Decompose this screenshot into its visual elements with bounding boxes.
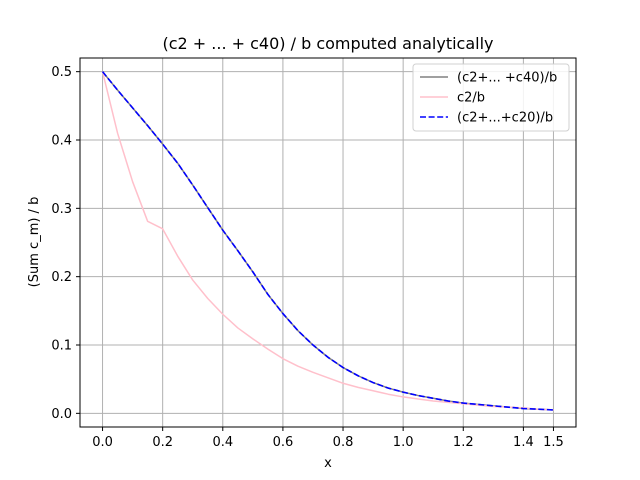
x-tick-label: 0.6 bbox=[273, 435, 294, 450]
legend: (c2+... +c40)/b c2/b (c2+...+c20)/b bbox=[412, 63, 570, 132]
legend-label: (c2+... +c40)/b bbox=[457, 71, 557, 86]
x-tick-label: 0.8 bbox=[333, 435, 354, 450]
y-tick-label: 0.0 bbox=[51, 407, 72, 422]
legend-label: c2/b bbox=[457, 91, 485, 106]
y-tick-label: 0.3 bbox=[51, 202, 72, 217]
y-axis-ticks: 0.0 0.1 0.2 0.3 0.4 0.5 bbox=[51, 65, 80, 422]
legend-label: (c2+...+c20)/b bbox=[457, 111, 553, 126]
x-tick-label: 1.0 bbox=[393, 435, 414, 450]
chart-title: (c2 + ... + c40) / b computed analytical… bbox=[162, 34, 493, 53]
y-axis-label: (Sum c_m) / b bbox=[27, 197, 42, 288]
x-tick-label: 1.2 bbox=[453, 435, 474, 450]
series-layer bbox=[101, 71, 554, 411]
x-tick-label: 1.4 bbox=[513, 435, 534, 450]
x-tick-label: 1.5 bbox=[543, 435, 564, 450]
x-axis-label: x bbox=[324, 456, 332, 471]
x-axis-ticks: 0.0 0.2 0.4 0.6 0.8 1.0 1.2 1.4 1.5 bbox=[92, 427, 564, 450]
series-line-3 bbox=[101, 71, 554, 411]
y-tick-label: 0.4 bbox=[51, 134, 72, 149]
y-tick-label: 0.5 bbox=[51, 65, 72, 80]
y-tick-label: 0.1 bbox=[51, 339, 72, 354]
plot-area-frame bbox=[79, 57, 577, 428]
x-tick-label: 0.0 bbox=[92, 435, 113, 450]
x-tick-label: 0.4 bbox=[212, 435, 233, 450]
y-tick-label: 0.2 bbox=[51, 270, 72, 285]
legend-box bbox=[412, 63, 570, 132]
x-tick-label: 0.2 bbox=[152, 435, 173, 450]
